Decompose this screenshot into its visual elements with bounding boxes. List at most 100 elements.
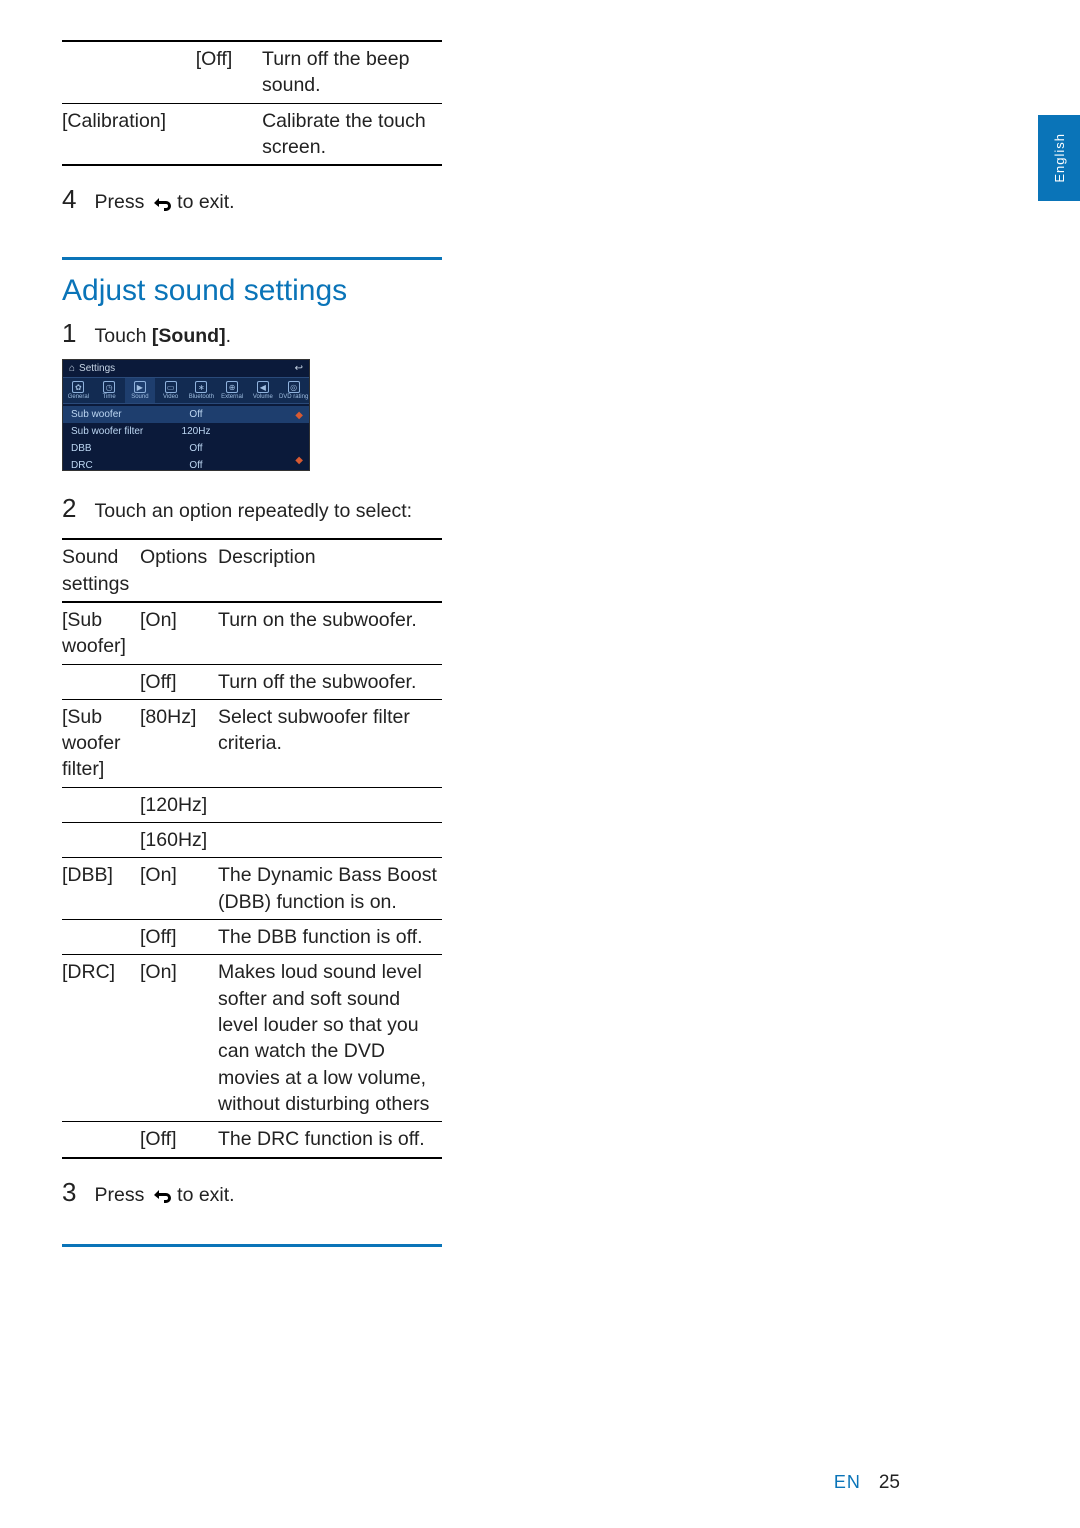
table-row: [DRC][On]Makes loud sound level softer a… <box>62 955 442 1121</box>
cell: Turn off the subwoofer. <box>218 665 442 699</box>
cell: [On] <box>140 955 218 1121</box>
language-tab-label: English <box>1052 133 1067 183</box>
cell: [Sub woofer] <box>62 603 140 664</box>
sound-table: [160Hz] <box>62 823 442 857</box>
language-tab: English <box>1038 115 1080 201</box>
cell: [On] <box>140 603 218 664</box>
clock-icon: ◷ <box>103 381 115 393</box>
bluetooth-icon: ∗ <box>195 381 207 393</box>
step-number: 1 <box>62 318 76 349</box>
cell: [Off] <box>140 1122 218 1156</box>
sound-table: [Off]Turn off the subwoofer. <box>62 665 442 699</box>
cell: [Off] <box>140 920 218 954</box>
cell <box>62 665 140 699</box>
sound-table: [DBB][On]The Dynamic Bass Boost (DBB) fu… <box>62 858 442 919</box>
row-label: DRC <box>71 460 161 471</box>
back-icon: ↩ <box>295 363 303 374</box>
table-row: [Calibration] Calibrate the touch screen… <box>62 104 442 165</box>
cell: [DBB] <box>62 858 140 919</box>
cell <box>218 788 442 822</box>
cell-desc: Turn off the beep sound. <box>262 42 442 103</box>
cell <box>62 1122 140 1156</box>
step-text: Touch an option repeatedly to select: <box>94 500 412 523</box>
tab-label: Bluetooth <box>189 394 214 400</box>
text: to exit. <box>177 191 234 213</box>
sound-table: [Off]The DBB function is off. <box>62 920 442 954</box>
text: . <box>226 325 231 347</box>
text: Touch <box>94 325 151 347</box>
section-rule <box>62 1244 442 1247</box>
row-label: Sub woofer filter <box>71 426 161 437</box>
screenshot-title: Settings <box>79 363 115 374</box>
cell-option <box>170 104 262 165</box>
row-label: DBB <box>71 443 161 454</box>
step-number: 3 <box>62 1177 76 1208</box>
tab-label: DVD rating <box>279 394 308 400</box>
row-value: 120Hz <box>161 426 231 437</box>
section-heading: Adjust sound settings <box>62 274 442 308</box>
step-1: 1 Touch [Sound]. <box>62 318 442 349</box>
rule <box>62 164 442 166</box>
cell: Turn on the subwoofer. <box>218 603 442 664</box>
table-row: [Off] Turn off the beep sound. <box>62 42 442 103</box>
tab-label: General <box>68 394 89 400</box>
page: English [Off] Turn off the beep sound. [… <box>0 0 1080 1528</box>
header-cell: Options <box>140 540 218 601</box>
cell: [160Hz] <box>140 823 218 857</box>
step-4: 4 Press to exit. <box>62 184 442 215</box>
cell: Select subwoofer filter criteria. <box>218 700 442 787</box>
cell: [80Hz] <box>140 700 218 787</box>
table-header-row: Sound settings Options Description <box>62 540 442 601</box>
video-icon: ▭ <box>165 381 177 393</box>
tab-label: External <box>221 394 243 400</box>
row-label: Sub woofer <box>71 409 161 420</box>
sound-table: [Sub woofer][On]Turn on the subwoofer. <box>62 603 442 664</box>
cell: [Sub woofer filter] <box>62 700 140 787</box>
table-row: [DBB][On]The Dynamic Bass Boost (DBB) fu… <box>62 858 442 919</box>
dvd-icon: ◎ <box>288 381 300 393</box>
screenshot-tab: ▭Video <box>155 378 186 403</box>
gear-icon: ✿ <box>72 381 84 393</box>
cell-option: [Off] <box>170 42 262 103</box>
page-footer: EN 25 <box>834 1472 900 1494</box>
table-row: [Sub woofer][On]Turn on the subwoofer. <box>62 603 442 664</box>
row-value: Off <box>161 460 231 471</box>
cell: Makes loud sound level softer and soft s… <box>218 955 442 1121</box>
step-3: 3 Press to exit. <box>62 1177 442 1208</box>
screenshot-tab: ▶Sound <box>125 378 156 403</box>
cell: The DBB function is off. <box>218 920 442 954</box>
screenshot-tab: ◎DVD rating <box>278 378 309 403</box>
cell: The DRC function is off. <box>218 1122 442 1156</box>
tab-label: Video <box>163 394 178 400</box>
top-table: [Off] Turn off the beep sound. <box>62 42 442 103</box>
screenshot-tabs: ✿General ◷Time ▶Sound ▭Video ∗Bluetooth … <box>63 377 309 404</box>
sound-table: [120Hz] <box>62 788 442 822</box>
cell: [Off] <box>140 665 218 699</box>
step-number: 2 <box>62 493 76 524</box>
screenshot-tab: ◷Time <box>94 378 125 403</box>
row-value: Off <box>161 409 231 420</box>
table-row: [Sub woofer filter][80Hz]Select subwoofe… <box>62 700 442 787</box>
table-row: [Off]The DBB function is off. <box>62 920 442 954</box>
table-row: [160Hz] <box>62 823 442 857</box>
step-text: Press to exit. <box>94 191 234 214</box>
back-icon <box>150 195 172 211</box>
tab-label: Time <box>103 394 116 400</box>
screenshot-tab: ⊕External <box>217 378 248 403</box>
step-number: 4 <box>62 184 76 215</box>
step-text: Touch [Sound]. <box>94 325 231 348</box>
volume-icon: ◀ <box>257 381 269 393</box>
cell-setting <box>62 42 170 103</box>
table-row: [Off]The DRC function is off. <box>62 1122 442 1156</box>
text-bold: [Sound] <box>152 325 226 347</box>
cell: [On] <box>140 858 218 919</box>
text: Press <box>94 191 149 213</box>
tab-label: Sound <box>131 394 148 400</box>
sound-table: [DRC][On]Makes loud sound level softer a… <box>62 955 442 1121</box>
text: Press <box>94 1184 149 1206</box>
sound-icon: ▶ <box>134 381 146 393</box>
arrow-up-icon: ◆ <box>295 410 303 421</box>
step-text: Press to exit. <box>94 1184 234 1207</box>
table-row: [120Hz] <box>62 788 442 822</box>
cell: [DRC] <box>62 955 140 1121</box>
